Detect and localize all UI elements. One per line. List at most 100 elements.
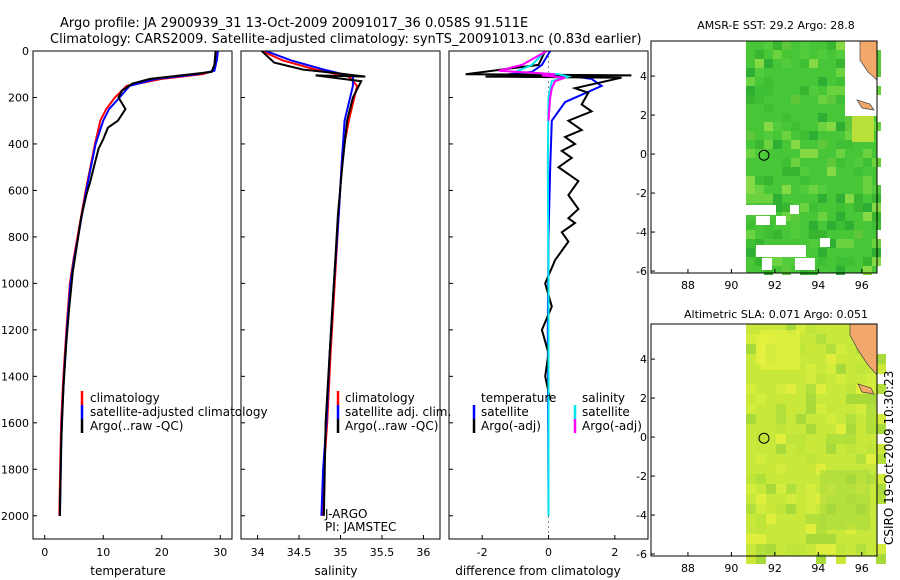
map-y-tick-label: 0 bbox=[640, 431, 647, 444]
panel-difference-legend: temperature satellite Argo(-adj) salinit… bbox=[472, 391, 642, 433]
series-line-argo bbox=[261, 51, 366, 516]
sla-cell bbox=[820, 470, 870, 530]
legend-label-satellite: satellite-adjusted climatology bbox=[90, 405, 268, 419]
sla-cell bbox=[816, 544, 826, 554]
sst-cell bbox=[827, 122, 836, 131]
sst-cell bbox=[755, 140, 764, 149]
sst-cell bbox=[809, 266, 818, 275]
sst-cell bbox=[773, 50, 782, 59]
sst-nodata-cell bbox=[746, 205, 776, 215]
sla-cell bbox=[846, 384, 856, 394]
sst-cell bbox=[764, 194, 773, 203]
sst-cell bbox=[827, 158, 836, 167]
sst-cell bbox=[791, 158, 800, 167]
sla-cell bbox=[856, 424, 866, 434]
sst-cell bbox=[818, 248, 827, 257]
sla-cell bbox=[816, 374, 826, 384]
sst-cell bbox=[818, 140, 827, 149]
panel-temperature-xlabel: temperature bbox=[90, 564, 165, 578]
sst-cell bbox=[809, 203, 818, 212]
sst-cell bbox=[764, 221, 773, 230]
sla-cell bbox=[746, 504, 756, 514]
sla-cell bbox=[826, 434, 836, 444]
map-y-tick-label: 0 bbox=[640, 148, 647, 161]
sst-cell bbox=[773, 122, 782, 131]
sla-cell bbox=[796, 494, 806, 504]
sla-cell bbox=[846, 434, 856, 444]
sst-cell bbox=[836, 41, 845, 50]
sst-nodata-cell bbox=[790, 205, 799, 214]
sst-cell bbox=[836, 68, 845, 77]
sst-cell bbox=[746, 131, 755, 140]
sst-cell bbox=[791, 122, 800, 131]
sla-cell bbox=[746, 384, 756, 394]
annotation-program: J-ARGO bbox=[324, 507, 367, 521]
y-tick-label: 2000 bbox=[1, 510, 29, 523]
sst-cell bbox=[845, 140, 854, 149]
sla-cell bbox=[866, 404, 876, 414]
sla-cell bbox=[866, 424, 876, 434]
sla-cell bbox=[846, 414, 856, 424]
y-tick-label: 1600 bbox=[1, 417, 29, 430]
sst-cell bbox=[800, 50, 809, 59]
sst-cell bbox=[782, 158, 791, 167]
legend-label-temp-argo: Argo(-adj) bbox=[481, 419, 541, 433]
sst-cell bbox=[863, 185, 872, 194]
sla-cell bbox=[756, 514, 766, 524]
sst-cell bbox=[836, 203, 845, 212]
sst-cell bbox=[800, 203, 809, 212]
sla-cell bbox=[756, 524, 766, 534]
sla-cell bbox=[866, 394, 876, 404]
sla-cell bbox=[876, 424, 886, 434]
sst-cell bbox=[809, 221, 818, 230]
sla-cell bbox=[836, 434, 846, 444]
sla-cell bbox=[826, 354, 836, 364]
sst-cell bbox=[836, 239, 845, 248]
sla-cell bbox=[806, 464, 816, 474]
series-line-sat bbox=[58, 51, 219, 516]
sla-cell bbox=[816, 334, 826, 344]
sst-cell bbox=[800, 149, 809, 158]
sla-cell bbox=[806, 384, 816, 394]
sst-cell bbox=[755, 176, 764, 185]
sst-cell bbox=[800, 176, 809, 185]
map-x-tick-label: 92 bbox=[768, 562, 782, 575]
sla-cell bbox=[806, 524, 816, 534]
sla-cell bbox=[746, 404, 756, 414]
sla-cell bbox=[866, 474, 876, 484]
sst-nodata-cell bbox=[776, 216, 786, 225]
sst-cell bbox=[809, 86, 818, 95]
sst-cell bbox=[764, 59, 773, 68]
sst-cell bbox=[836, 158, 845, 167]
sla-cell bbox=[826, 344, 836, 354]
float-position-marker bbox=[758, 432, 770, 444]
sst-cell bbox=[827, 41, 836, 50]
sst-cell bbox=[791, 95, 800, 104]
legend-label-argo: Argo(..raw -QC) bbox=[345, 419, 438, 433]
sst-cell bbox=[773, 257, 782, 266]
series-line-argo bbox=[58, 51, 217, 516]
sla-cell bbox=[806, 344, 816, 354]
sla-cell bbox=[836, 544, 846, 554]
sla-cell bbox=[876, 414, 886, 424]
sst-cell bbox=[809, 131, 818, 140]
series-line-s_argo bbox=[498, 51, 566, 121]
series-line-clim bbox=[261, 51, 359, 516]
panel-difference: -2 0 2 difference from climatology tempera… bbox=[448, 50, 649, 578]
sst-nodata-cell bbox=[756, 245, 806, 257]
sst-cell bbox=[746, 194, 755, 203]
sla-cell bbox=[806, 454, 816, 464]
sst-cell bbox=[764, 140, 773, 149]
sst-cell bbox=[845, 239, 854, 248]
sla-cell bbox=[776, 464, 786, 474]
sla-cell bbox=[756, 504, 766, 514]
sla-cell bbox=[786, 404, 796, 414]
sst-cell bbox=[818, 50, 827, 59]
sla-cell bbox=[756, 544, 766, 554]
sst-cell bbox=[764, 176, 773, 185]
legend-title-salinity: salinity bbox=[582, 391, 625, 405]
sla-cell bbox=[816, 384, 826, 394]
sst-cell bbox=[764, 41, 773, 50]
panel-salinity-xlabel: salinity bbox=[314, 564, 357, 578]
sla-cell bbox=[796, 444, 806, 454]
